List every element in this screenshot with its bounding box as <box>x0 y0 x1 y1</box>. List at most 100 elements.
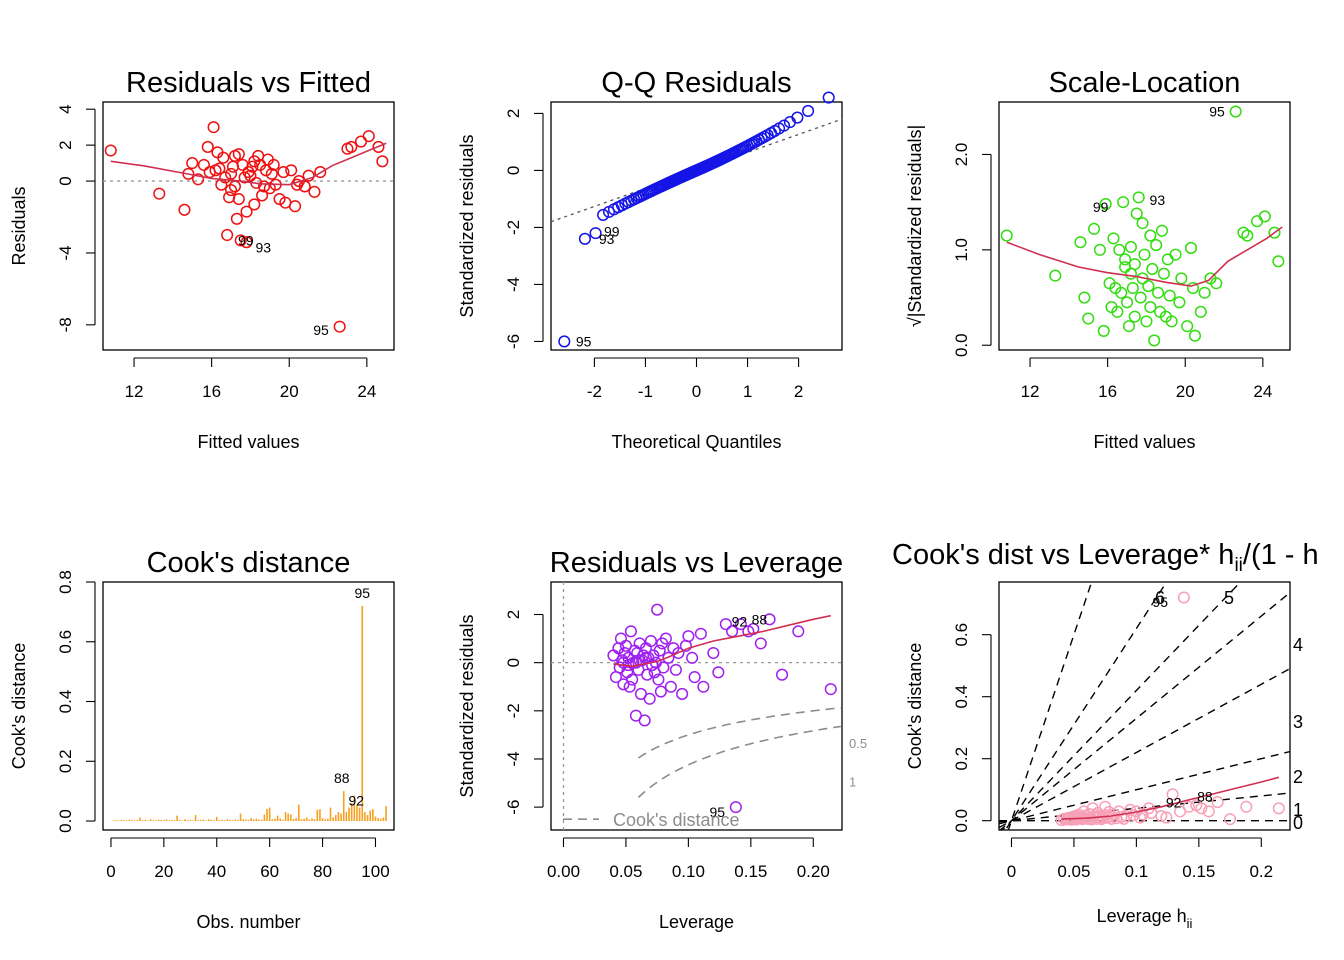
data-point <box>261 153 274 166</box>
data-point <box>1160 811 1173 824</box>
data-point <box>256 189 269 202</box>
point-label: 88 <box>1197 789 1213 805</box>
panel-6: 0 0.05 0.1 0.15 0.2 0.0 0.2 0.4 0.6 Cook's distan… <box>892 539 1319 931</box>
data-point <box>1186 281 1200 295</box>
data-point <box>1163 289 1176 302</box>
plot-frame <box>102 581 395 831</box>
chart-title: Q-Q Residuals <box>601 67 791 99</box>
data-point <box>211 146 224 159</box>
x-tick-label: 12 <box>1021 382 1040 401</box>
data-point <box>265 167 278 180</box>
data-point <box>1152 286 1165 299</box>
cooks-contour-0.5 <box>637 706 841 759</box>
data-point <box>1155 810 1168 823</box>
data-point <box>285 164 298 177</box>
legend-label: Cook's distance <box>613 810 740 830</box>
data-point <box>791 111 804 124</box>
data-point <box>1120 810 1133 823</box>
chart-title: Residuals vs Fitted <box>126 67 371 99</box>
contour-label: 5 <box>1224 588 1234 608</box>
y-tick-label: 0.0 <box>56 809 75 833</box>
data-point <box>822 91 835 104</box>
data-point <box>1177 591 1190 604</box>
x-tick-label: 20 <box>154 862 173 881</box>
cooks-contour-line <box>1001 582 1242 830</box>
data-point <box>688 671 701 684</box>
y-axis-label: Cook's distance <box>9 643 29 770</box>
data-point <box>238 171 251 184</box>
point-label: 95 <box>1209 104 1225 120</box>
contour-label-0.5: 0.5 <box>849 736 867 751</box>
data-point <box>1181 320 1194 333</box>
data-point <box>1140 315 1153 328</box>
contour-label: 2 <box>1293 767 1303 787</box>
contour-label-1: 1 <box>849 775 856 790</box>
cooks-contour-1 <box>637 725 841 798</box>
data-point <box>207 121 220 134</box>
x-tick-label: 1 <box>743 382 752 401</box>
panel-3: 12 16 20 24 0.0 1.0 2.0 Scale-Location Fitted va… <box>905 67 1291 452</box>
data-point <box>1240 800 1253 813</box>
data-point <box>1185 241 1198 254</box>
data-point <box>1272 802 1285 815</box>
data-point <box>153 187 166 200</box>
chart-title: Cook's distance <box>147 547 351 579</box>
data-point <box>1136 808 1149 821</box>
data-point <box>1099 198 1112 211</box>
x-axis-label: Obs. number <box>196 912 300 932</box>
x-tick-label: 40 <box>207 862 226 881</box>
data-point <box>657 661 670 674</box>
x-axis-label: Fitted values <box>197 432 299 452</box>
x-tick-label: 0.20 <box>797 862 830 881</box>
panel-2: -2 -1 0 1 2 -6 -4 -2 0 2 Q-Q Residuals Theoretical … <box>457 67 843 452</box>
data-point <box>221 228 234 242</box>
x-tick-label: 0.00 <box>547 862 580 881</box>
x-axis-label: Theoretical Quantiles <box>611 432 781 452</box>
y-tick-label: 0.6 <box>56 630 75 654</box>
data-point <box>686 651 699 664</box>
x-tick-label: 0.15 <box>734 862 767 881</box>
data-point <box>186 157 199 170</box>
x-tick-label: 20 <box>1176 382 1195 401</box>
point-label: 99 <box>1093 199 1109 215</box>
chart-title: Cook's dist vs Leverage* hii/(1 - h <box>892 539 1319 576</box>
data-point <box>777 119 791 132</box>
data-point <box>308 185 321 198</box>
data-point <box>240 236 253 249</box>
data-point <box>1198 286 1211 299</box>
data-point <box>763 613 776 626</box>
data-point <box>1119 253 1132 266</box>
data-point <box>248 198 261 211</box>
data-point <box>578 232 591 245</box>
data-point <box>1136 217 1149 230</box>
data-point <box>1113 243 1126 256</box>
x-axis-label: Leverage <box>659 912 734 932</box>
data-point <box>1144 229 1157 242</box>
data-point <box>1126 281 1139 295</box>
data-point <box>776 668 789 681</box>
smooth-line <box>110 142 387 186</box>
data-point <box>1188 329 1201 342</box>
data-point <box>197 158 210 171</box>
data-point <box>1074 236 1087 249</box>
data-point <box>1241 229 1254 242</box>
data-point <box>1272 255 1285 268</box>
data-point <box>333 320 346 333</box>
data-point <box>1122 320 1136 333</box>
data-point <box>314 166 327 179</box>
data-point <box>653 644 666 657</box>
data-point <box>1082 312 1095 325</box>
x-tick-label: 16 <box>202 382 221 401</box>
data-point <box>248 155 261 168</box>
data-point <box>719 618 732 631</box>
data-point <box>1115 810 1128 824</box>
data-point <box>298 180 311 193</box>
data-point <box>277 166 290 179</box>
x-tick-label: -1 <box>638 382 653 401</box>
data-point <box>1157 267 1170 280</box>
data-point <box>263 182 276 195</box>
data-point <box>638 714 651 727</box>
x-tick-label: 0.1 <box>1125 862 1149 881</box>
y-tick-label: -4 <box>504 277 523 292</box>
